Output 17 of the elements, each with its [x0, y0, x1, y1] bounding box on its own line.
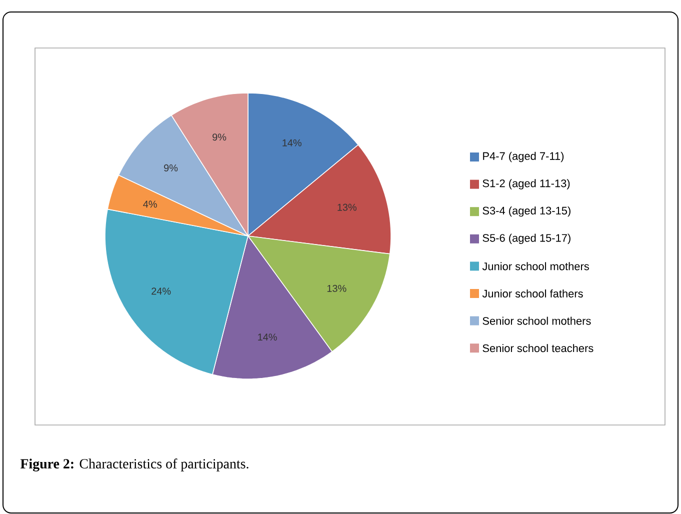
data-label: 24%	[152, 288, 171, 295]
data-label: 13%	[338, 204, 357, 211]
legend-label: Senior school mothers	[482, 316, 591, 325]
data-label: 4%	[143, 200, 157, 208]
data-label: 9%	[212, 134, 226, 141]
legend-label: S5-6 (aged 15-17)	[482, 234, 570, 244]
data-label: 14%	[258, 334, 277, 341]
text: Figure 2: Characteristics of participants.	[20, 458, 248, 472]
data-label: 14%	[282, 139, 302, 146]
data-label: 13%	[327, 284, 346, 292]
legend-label: Junior school mothers	[482, 262, 589, 270]
data-label: 9%	[164, 164, 178, 172]
legend-label: Junior school fathers	[482, 289, 583, 298]
legend-label: S3-4 (aged 13-15)	[482, 206, 570, 217]
legend-label: Senior school teachers	[482, 344, 594, 352]
legend-label: P4-7 (aged 7-11)	[483, 152, 564, 162]
legend-label: S1-2 (aged 11-13)	[482, 179, 570, 190]
